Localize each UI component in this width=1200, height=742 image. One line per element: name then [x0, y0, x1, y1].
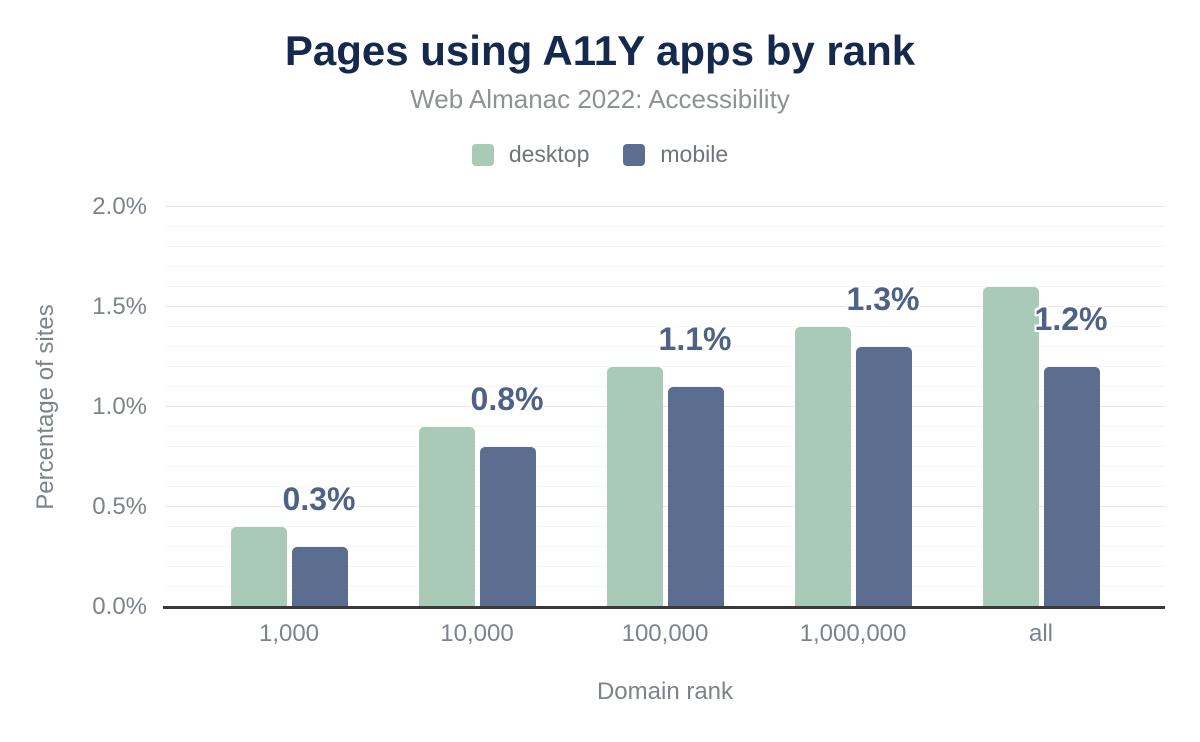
minor-gridline	[165, 286, 1165, 287]
desktop-bar[interactable]	[794, 327, 851, 607]
y-tick-label: 1.5%	[92, 293, 147, 320]
chart-subtitle: Web Almanac 2022: Accessibility	[410, 84, 790, 114]
minor-gridline	[165, 326, 1165, 327]
minor-gridline	[165, 466, 1165, 467]
legend-label-mobile: mobile	[660, 141, 729, 167]
minor-gridline	[165, 486, 1165, 487]
x-tick-label: 1,000	[258, 620, 320, 647]
bar-group: 0.8% 10,000	[383, 207, 571, 646]
mobile-bar[interactable]	[291, 547, 348, 607]
mobile-bar[interactable]	[855, 347, 912, 607]
bar-value-label: 1.3%	[846, 281, 920, 317]
minor-gridline	[165, 346, 1165, 347]
desktop-bar[interactable]	[418, 427, 475, 607]
minor-gridline	[165, 526, 1165, 527]
y-tick-label: 0.0%	[92, 593, 147, 620]
desktop-bar[interactable]	[982, 287, 1039, 607]
mobile-bar[interactable]	[479, 447, 536, 607]
legend-label-desktop: desktop	[508, 141, 590, 167]
x-axis-title: Domain rank	[596, 678, 734, 705]
x-tick-label: 100,000	[621, 620, 709, 647]
legend: desktop mobile	[0, 141, 1200, 168]
minor-gridline	[165, 586, 1165, 587]
y-tick-label: 2.0%	[92, 193, 147, 220]
x-tick-label: all	[1028, 620, 1053, 647]
bar-value-label: 1.1%	[658, 321, 732, 357]
y-tick-label: 0.5%	[92, 493, 147, 520]
major-gridline	[165, 206, 1165, 207]
x-axis-line	[163, 606, 1165, 609]
plot-bands: 0.3% 1,000 0.8% 10,000 1.1% 100,000 1.3% 1,000,…	[165, 207, 1165, 646]
bar-group: 1.3% 1,000,000	[759, 207, 947, 646]
mobile-swatch-icon	[623, 143, 646, 166]
plot-area: 0.3% 1,000 0.8% 10,000 1.1% 100,000 1.3% 1,000,…	[92, 195, 1165, 646]
minor-gridline	[165, 566, 1165, 567]
minor-gridline	[165, 426, 1165, 427]
minor-gridline	[165, 246, 1165, 247]
y-tick-label: 1.0%	[92, 393, 147, 420]
legend-item-desktop: desktop	[471, 141, 590, 168]
major-gridline	[165, 506, 1165, 507]
minor-gridline	[165, 386, 1165, 387]
bar-value-label: 0.8%	[470, 381, 544, 417]
bar-group: 1.2% all	[947, 207, 1135, 646]
chart-title: Pages using A11Y apps by rank	[284, 27, 916, 74]
bar-group: 0.3% 1,000	[195, 207, 383, 646]
major-gridline	[165, 406, 1165, 407]
mobile-bar[interactable]	[1043, 367, 1100, 607]
desktop-bar[interactable]	[606, 367, 663, 607]
desktop-bar[interactable]	[230, 527, 287, 607]
y-axis-title: Percentage of sites	[32, 304, 59, 510]
x-tick-label: 10,000	[440, 620, 514, 647]
minor-gridline	[165, 366, 1165, 367]
bar-value-label: 0.3%	[282, 481, 356, 517]
minor-gridline	[165, 446, 1165, 447]
major-gridline	[165, 306, 1165, 307]
minor-gridline	[165, 266, 1165, 267]
minor-gridline	[165, 546, 1165, 547]
minor-gridline	[165, 226, 1165, 227]
bar-value-label: 1.2%	[1034, 301, 1108, 337]
mobile-bar[interactable]	[667, 387, 724, 607]
bar-group: 1.1% 100,000	[571, 207, 759, 646]
desktop-swatch-icon	[471, 143, 494, 166]
legend-item-mobile: mobile	[623, 141, 728, 168]
x-tick-label: 1,000,000	[799, 620, 907, 647]
